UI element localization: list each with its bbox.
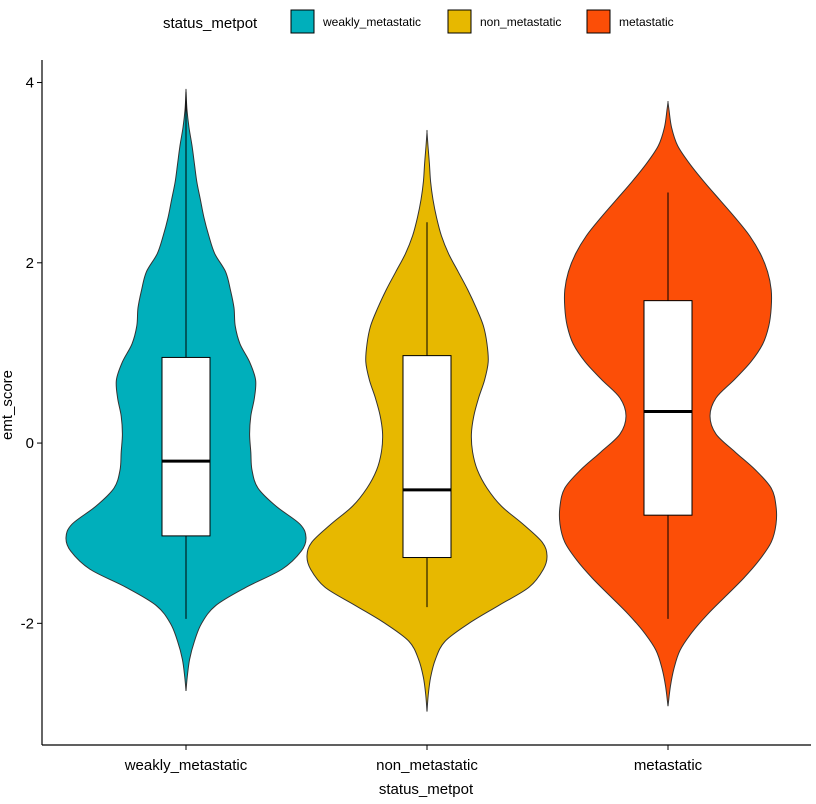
legend-label-non-metastatic: non_metastatic [480,15,561,29]
y-tick-label-0: 0 [26,435,34,452]
x-tick-label-metastatic: metastatic [634,757,703,774]
x-tick-label-weakly-metastatic: weakly_metastatic [124,757,248,774]
violin-group-weakly-metastatic [65,88,307,691]
legend: status_metpot weakly_metastatic non_metas… [163,9,674,34]
x-axis-title: status_metpot [379,781,474,798]
box-metastatic [643,300,693,516]
violin-group-non-metastatic [306,129,548,712]
legend-key-non-metastatic [447,9,472,34]
legend-item-weakly-metastatic: weakly_metastatic [290,9,421,34]
legend-label-weakly-metastatic: weakly_metastatic [322,15,421,29]
legend-key-metastatic [586,9,611,34]
y-tick-label--2: -2 [21,615,34,632]
y-axis-title: emt_score [0,370,16,440]
y-tick-label-2: 2 [26,255,34,272]
legend-key-weakly-metastatic [290,9,315,34]
box-weakly-metastatic [161,356,211,537]
legend-label-metastatic: metastatic [619,15,674,29]
legend-title: status_metpot [163,15,258,32]
axes: -2 0 2 4 weakly_metastatic non_metastatic meta… [21,60,811,774]
legend-item-non-metastatic: non_metastatic [447,9,561,34]
box-non-metastatic [402,355,452,559]
violins-layer [65,88,778,712]
y-tick-label-4: 4 [26,75,34,92]
violin-group-metastatic [558,100,778,707]
legend-item-metastatic: metastatic [586,9,674,34]
x-tick-label-non-metastatic: non_metastatic [376,757,478,774]
